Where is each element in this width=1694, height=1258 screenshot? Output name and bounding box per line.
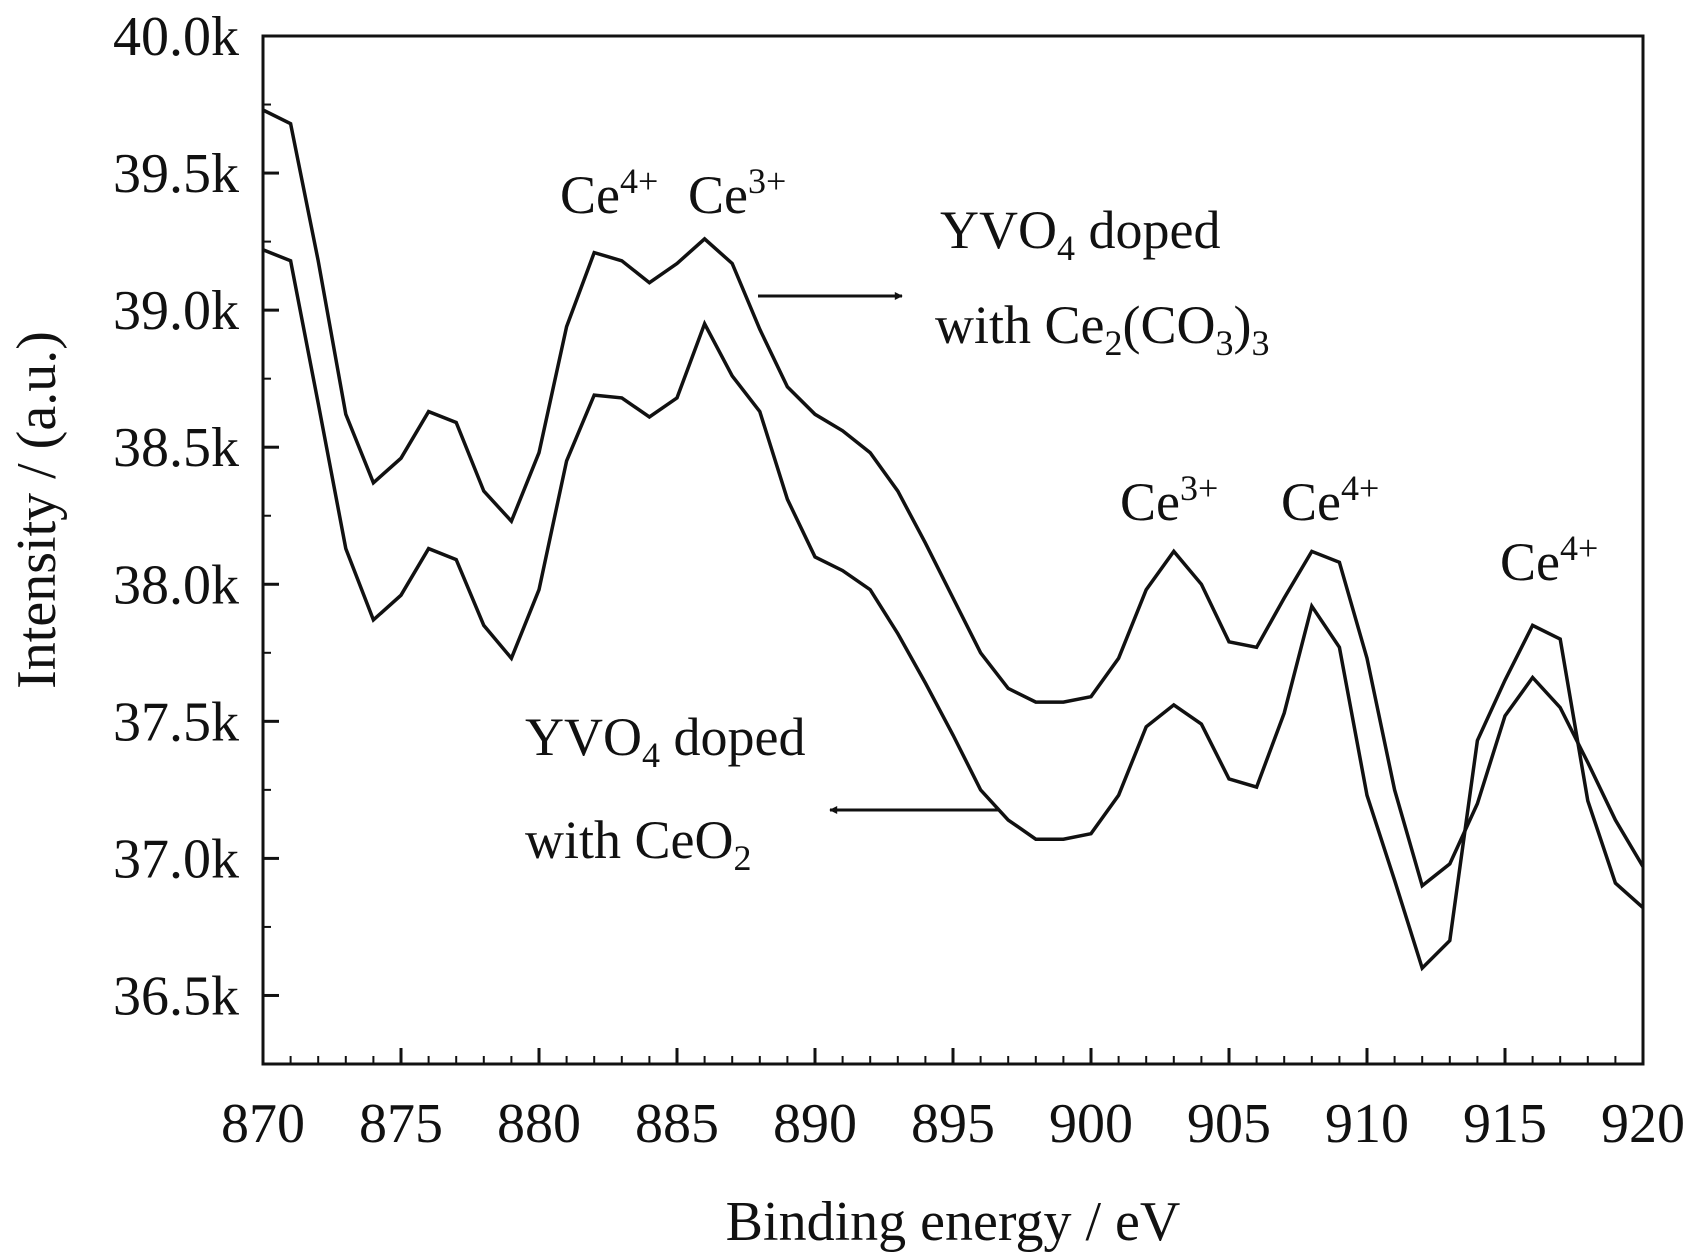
series-line-ce2co33 bbox=[262, 108, 1645, 889]
peak-label-ce4-left: Ce4+ bbox=[560, 161, 658, 225]
y-tick-label: 38.5k bbox=[113, 417, 239, 479]
plot-frame bbox=[261, 34, 1645, 1066]
y-tick-label: 39.5k bbox=[113, 143, 239, 205]
x-tick-label: 870 bbox=[221, 1093, 305, 1155]
y-tick-label: 36.5k bbox=[113, 965, 239, 1027]
x-axis-title: Binding energy / eV bbox=[726, 1191, 1181, 1253]
series-line-ceo2 bbox=[262, 248, 1645, 972]
peak-label-ce4-right: Ce4+ bbox=[1500, 528, 1598, 592]
lower-sample-label-line2: with CeO2 bbox=[525, 810, 752, 878]
y-axis-title: Intensity / (a.u.) bbox=[6, 331, 68, 689]
y-tick-label: 40.0k bbox=[113, 6, 239, 68]
x-tick-label: 895 bbox=[911, 1093, 995, 1155]
upper-sample-label-line2: with Ce2(CO3)3 bbox=[935, 295, 1269, 363]
x-tick-label: 875 bbox=[359, 1093, 443, 1155]
peak-label-ce4-mid: Ce4+ bbox=[1281, 468, 1379, 532]
y-tick-label: 38.0k bbox=[113, 554, 239, 616]
x-tick-label: 890 bbox=[773, 1093, 857, 1155]
y-tick-label: 37.0k bbox=[113, 828, 239, 890]
y-tick-label: 37.5k bbox=[113, 691, 239, 753]
lower-sample-label-line1: YVO4 doped bbox=[525, 707, 805, 775]
series-group bbox=[262, 108, 1645, 972]
y-tick-label: 39.0k bbox=[113, 280, 239, 342]
x-tick-label: 915 bbox=[1463, 1093, 1547, 1155]
upper-sample-label-line1: YVO4 doped bbox=[940, 200, 1220, 268]
peak-label-ce3-left: Ce3+ bbox=[688, 161, 786, 225]
x-tick-label: 885 bbox=[635, 1093, 719, 1155]
x-tick-label: 880 bbox=[497, 1093, 581, 1155]
x-axis: 870 875 880 885 890 895 900 905 910 915 920 bbox=[221, 1048, 1685, 1155]
x-tick-label: 920 bbox=[1601, 1093, 1685, 1155]
y-axis: 36.5k 37.0k 37.5k 38.0k 38.5k 39.0k 39.5k 40.0k bbox=[113, 6, 279, 1065]
x-tick-label: 900 bbox=[1049, 1093, 1133, 1155]
x-tick-label: 905 bbox=[1187, 1093, 1271, 1155]
peak-label-ce3-right: Ce3+ bbox=[1120, 468, 1218, 532]
x-tick-label: 910 bbox=[1325, 1093, 1409, 1155]
